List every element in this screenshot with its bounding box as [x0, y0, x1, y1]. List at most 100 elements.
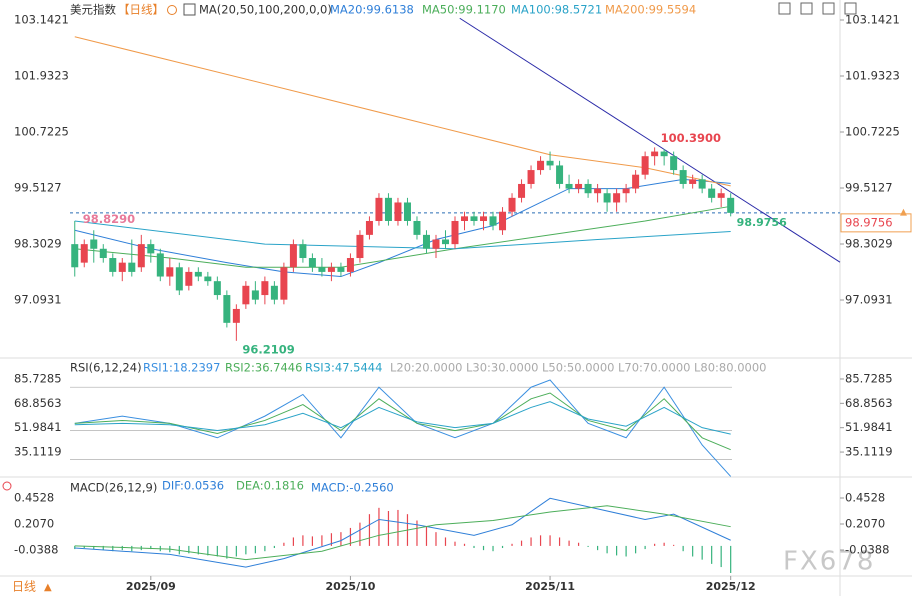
annotation: 100.3900 [661, 131, 721, 145]
candle-body [489, 216, 497, 226]
candle-body [71, 244, 79, 268]
tool-icon[interactable] [800, 2, 813, 15]
y-tick-label: 100.7225 [845, 124, 900, 138]
candle-body [575, 183, 583, 189]
candle-body [80, 244, 88, 263]
candle-body [689, 179, 697, 184]
macd-icon[interactable] [2, 481, 12, 491]
candle-body [289, 244, 297, 268]
arrow: ▲ [900, 207, 907, 217]
candle-body [384, 197, 392, 221]
y-tick-label: 103.1421 [14, 12, 69, 26]
y-tick-label: 35.1119 [14, 445, 62, 459]
candle-body [470, 216, 478, 221]
candle-body [232, 308, 240, 323]
last-price-box-label: 98.9756 [845, 215, 893, 229]
candle-body [346, 258, 354, 272]
candle-body [204, 276, 212, 282]
y-tick-label: 101.9323 [14, 68, 69, 82]
level-label: L50:50.0000 [542, 361, 614, 375]
macd-title: MACD(26,12,9) [70, 481, 157, 495]
footer-arrow[interactable]: ▲ [44, 582, 52, 593]
y-tick-label: 0.4528 [14, 491, 54, 505]
series-line [74, 497, 731, 568]
candle-body [413, 220, 421, 235]
candle-body [280, 267, 288, 300]
candle-body [185, 271, 193, 286]
candle-body [556, 165, 564, 184]
series-line [74, 205, 731, 268]
y-tick-label: 0.4528 [845, 491, 885, 505]
candle-body [451, 220, 459, 245]
y-tick-label: 98.3029 [14, 237, 62, 251]
candle-body [422, 234, 430, 249]
indicator-label: MA(20,50,100,200,0,0) [199, 3, 332, 17]
legend-entry: MA200:99.5594 [605, 3, 696, 17]
legend-entry: MA100:98.5721 [511, 3, 602, 17]
candle-body [356, 234, 364, 259]
legend-entry: DEA:0.1816 [236, 479, 304, 493]
candle-body [670, 156, 678, 171]
candle-body [137, 244, 145, 268]
footer-period[interactable]: 日线 [12, 580, 36, 594]
y-tick-label: 85.7285 [845, 371, 893, 385]
legend-entry: RSI1:18.2397 [143, 361, 220, 375]
tool-icon[interactable] [844, 2, 857, 15]
annotation: 98.8290 [83, 212, 135, 226]
candle-body [213, 281, 221, 296]
y-tick-label: 97.0931 [14, 293, 62, 307]
candle-body [242, 285, 250, 305]
candle-body [327, 267, 335, 272]
y-tick-label: 0.2070 [845, 517, 885, 531]
candle-body [537, 160, 545, 171]
candle-body [166, 267, 174, 277]
candle-body [441, 239, 449, 245]
candle-body [622, 188, 630, 194]
y-tick-label: 85.7285 [14, 371, 62, 385]
level-label: L30:30.0000 [466, 361, 538, 375]
rsi-title: RSI(6,12,24) [70, 361, 142, 375]
y-tick-label: 68.8563 [845, 396, 893, 410]
y-tick-label: 51.9841 [14, 420, 62, 434]
y-tick-label: 99.5127 [14, 180, 62, 194]
candle-body [565, 183, 573, 189]
indicator-icon[interactable] [183, 3, 196, 16]
legend-entry: RSI3:47.5444 [305, 361, 382, 375]
candle-body [698, 179, 706, 189]
candle-body [147, 244, 155, 254]
toolbar [778, 2, 857, 15]
candle-body [594, 188, 602, 194]
chart-title: 美元指数 [70, 3, 116, 17]
trendline [459, 17, 841, 263]
legend-entry: MA20:99.6138 [330, 3, 414, 17]
period-label[interactable]: 【日线】 [118, 3, 164, 17]
settings-icon[interactable] [167, 5, 177, 15]
candle-body [727, 197, 735, 213]
candle-body [432, 239, 440, 249]
candle-body [270, 285, 278, 300]
tool-icon[interactable] [778, 2, 791, 15]
candle-body [251, 290, 259, 300]
legend-entry: MA50:99.1170 [422, 3, 506, 17]
candle-body [603, 193, 611, 203]
candle-body [461, 216, 469, 221]
last-price-label: 98.9756 [737, 216, 787, 229]
candle-body [508, 197, 516, 212]
x-tick-label: 2025/12 [706, 580, 756, 593]
candle-body [717, 193, 725, 198]
y-tick-label: 101.9323 [845, 68, 900, 82]
candle-body [651, 151, 659, 157]
candle-body [499, 211, 507, 231]
candle-body [118, 262, 126, 272]
series-line [74, 392, 731, 451]
candle-body [546, 160, 554, 166]
series-line [74, 379, 732, 477]
level-label: L80:80.0000 [694, 361, 766, 375]
candle-body [90, 239, 98, 249]
legend-entry: RSI2:36.7446 [225, 361, 302, 375]
watermark: FX678 [783, 547, 875, 577]
tool-icon[interactable] [822, 2, 835, 15]
candle-body [480, 216, 488, 221]
x-tick-label: 2025/09 [126, 580, 176, 593]
